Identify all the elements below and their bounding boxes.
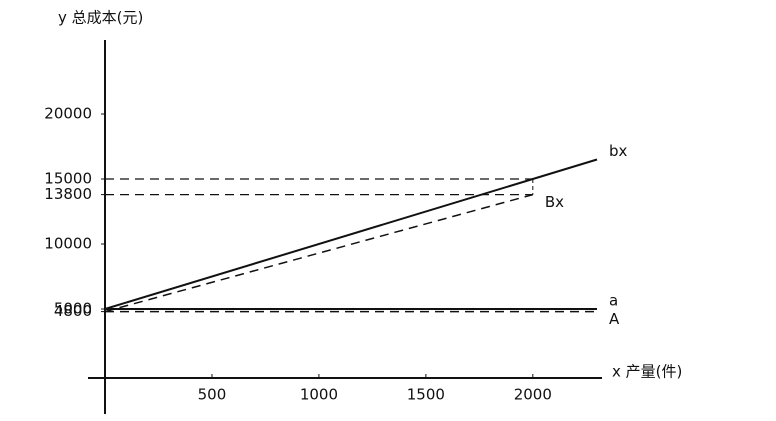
y-tick-label: 15000 <box>44 170 92 188</box>
y-tick-label: 13800 <box>44 185 92 203</box>
y-tick-label: 10000 <box>44 235 92 253</box>
y-tick-label: 4800 <box>54 302 92 320</box>
series-line <box>104 193 534 313</box>
y-tick-label: 20000 <box>44 105 92 123</box>
x-tick-label: 1000 <box>300 386 338 404</box>
y-tick-label: 5000 <box>54 300 92 318</box>
x-tick-label: 1500 <box>407 386 445 404</box>
series-label: Bx <box>545 193 564 211</box>
series-label: bx <box>609 142 628 160</box>
y-axis-label: y 总成本(元) <box>58 9 143 27</box>
x-tick-label: 500 <box>198 386 227 404</box>
series-line <box>104 158 598 310</box>
series-label: A <box>609 310 620 328</box>
series-label: a <box>609 292 618 310</box>
x-axis-label: x 产量(件) <box>612 363 682 381</box>
x-tick-label: 2000 <box>514 386 552 404</box>
